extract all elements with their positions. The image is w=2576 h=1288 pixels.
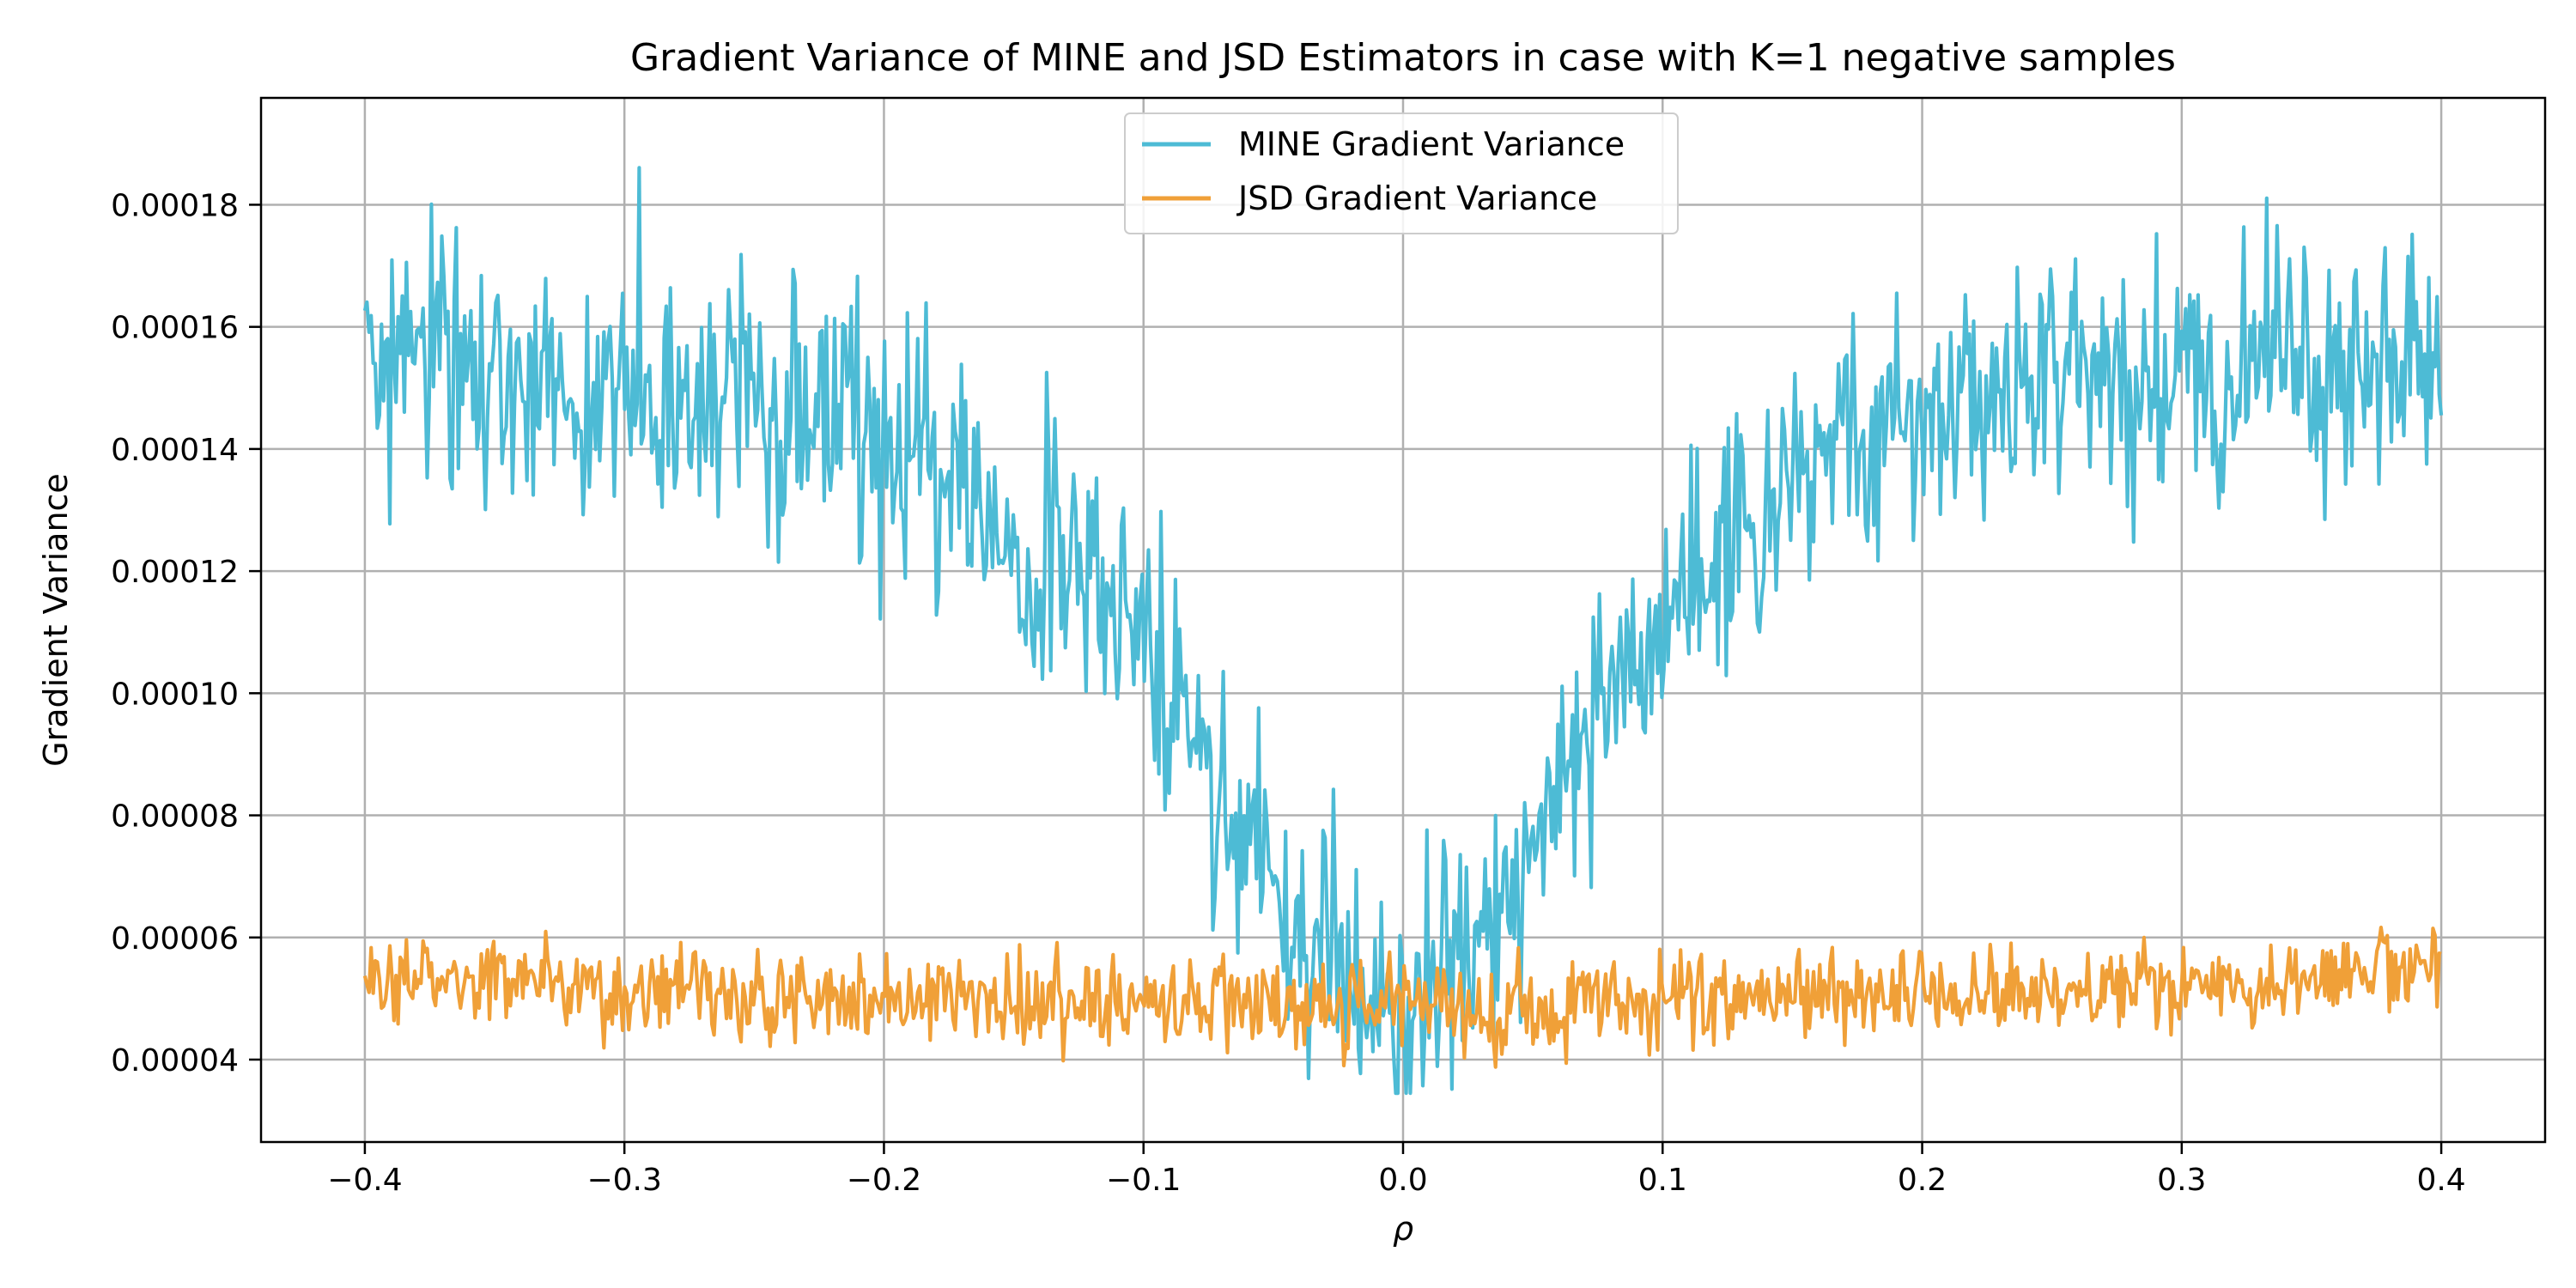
y-tick-label: 0.00016 xyxy=(111,311,239,346)
y-tick-label: 0.00018 xyxy=(111,188,239,223)
x-tick-label: −0.3 xyxy=(586,1163,661,1198)
series-layer xyxy=(362,166,2444,1096)
y-tick-label: 0.00006 xyxy=(111,921,239,957)
y-axis: 0.00004 0.00006 0.00008 0.00010 0.00012 0.000… xyxy=(111,188,261,1078)
chart-title: Gradient Variance of MINE and JSD Estima… xyxy=(630,36,2176,80)
x-tick-label: 0.0 xyxy=(1378,1163,1427,1198)
x-tick-label: −0.2 xyxy=(847,1163,921,1198)
y-tick-label: 0.00012 xyxy=(111,555,239,590)
x-tick-label: 0.2 xyxy=(1898,1163,1947,1198)
x-axis: −0.4 −0.3 −0.2 −0.1 0.0 0.1 0.2 0.3 0.4 xyxy=(327,1142,2466,1198)
legend-label-mine: MINE Gradient Variance xyxy=(1238,125,1625,163)
y-tick-label: 0.00010 xyxy=(111,677,239,712)
x-tick-label: −0.4 xyxy=(327,1163,402,1198)
x-tick-label: 0.4 xyxy=(2416,1163,2465,1198)
x-tick-label: −0.1 xyxy=(1106,1163,1181,1198)
x-tick-label: 0.3 xyxy=(2157,1163,2206,1198)
legend: MINE Gradient Variance JSD Gradient Vari… xyxy=(1124,112,1679,234)
y-tick-label: 0.00004 xyxy=(111,1043,239,1078)
y-tick-label: 0.00014 xyxy=(111,433,239,468)
y-axis-label: Gradient Variance xyxy=(37,473,75,767)
legend-frame xyxy=(1124,112,1679,234)
x-axis-label: ρ xyxy=(1393,1210,1413,1248)
grid xyxy=(261,98,2545,1142)
legend-label-jsd: JSD Gradient Variance xyxy=(1236,179,1597,217)
series-line-jsd xyxy=(362,925,2442,1069)
y-tick-label: 0.00008 xyxy=(111,799,239,835)
x-tick-label: 0.1 xyxy=(1638,1163,1687,1198)
